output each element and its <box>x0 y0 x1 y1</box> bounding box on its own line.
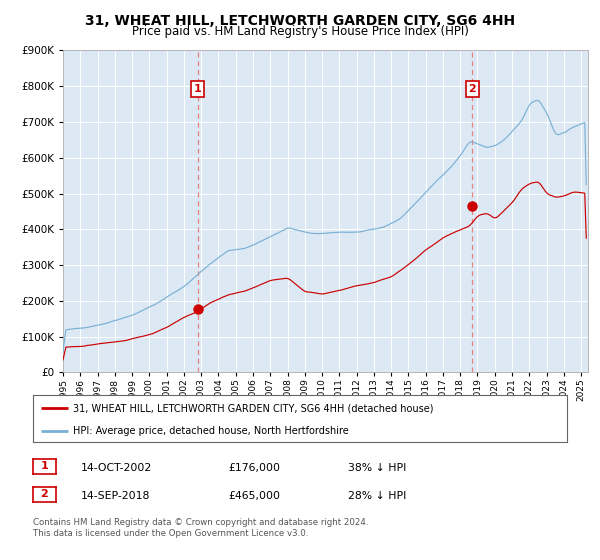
Text: 2: 2 <box>41 489 48 500</box>
Text: 2: 2 <box>469 84 476 94</box>
Text: £465,000: £465,000 <box>228 491 280 501</box>
Text: HPI: Average price, detached house, North Hertfordshire: HPI: Average price, detached house, Nort… <box>73 426 349 436</box>
Text: 31, WHEAT HILL, LETCHWORTH GARDEN CITY, SG6 4HH: 31, WHEAT HILL, LETCHWORTH GARDEN CITY, … <box>85 14 515 28</box>
Text: £176,000: £176,000 <box>228 463 280 473</box>
Text: 31, WHEAT HILL, LETCHWORTH GARDEN CITY, SG6 4HH (detached house): 31, WHEAT HILL, LETCHWORTH GARDEN CITY, … <box>73 403 434 413</box>
Text: 14-SEP-2018: 14-SEP-2018 <box>81 491 151 501</box>
Text: Contains HM Land Registry data © Crown copyright and database right 2024.: Contains HM Land Registry data © Crown c… <box>33 518 368 527</box>
Text: 1: 1 <box>194 84 202 94</box>
Text: 38% ↓ HPI: 38% ↓ HPI <box>348 463 406 473</box>
Text: 1: 1 <box>41 461 48 472</box>
Text: 14-OCT-2002: 14-OCT-2002 <box>81 463 152 473</box>
Text: 28% ↓ HPI: 28% ↓ HPI <box>348 491 406 501</box>
Text: This data is licensed under the Open Government Licence v3.0.: This data is licensed under the Open Gov… <box>33 529 308 538</box>
Text: Price paid vs. HM Land Registry's House Price Index (HPI): Price paid vs. HM Land Registry's House … <box>131 25 469 38</box>
